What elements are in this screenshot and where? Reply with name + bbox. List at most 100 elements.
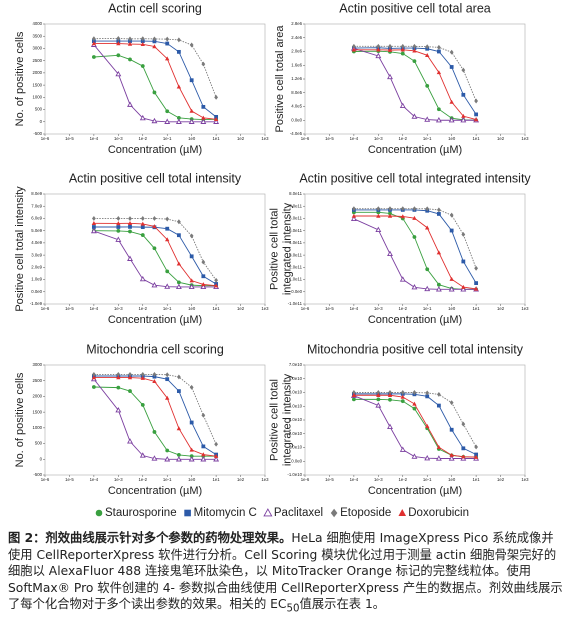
data-point [474, 444, 479, 450]
data-point [165, 56, 170, 61]
data-point [140, 233, 145, 237]
x-axis-label: Concentration (µM) [108, 144, 202, 156]
data-point [115, 70, 122, 77]
x-tick-label: 1e1 [213, 477, 221, 482]
legend-marker [398, 509, 407, 516]
y-tick-label: 500 [35, 441, 43, 446]
data-point [201, 412, 206, 418]
data-point [127, 255, 133, 261]
data-point [176, 374, 181, 380]
data-point [91, 36, 96, 42]
x-tick-label: 1e-3 [114, 477, 123, 482]
data-point [151, 281, 158, 288]
data-point [436, 44, 441, 50]
x-tick-label: 1e3 [521, 306, 529, 311]
data-point [387, 423, 393, 430]
data-point [128, 216, 132, 222]
series-line [93, 54, 217, 121]
data-point [176, 115, 181, 120]
y-tick-label: 4.0e11 [289, 240, 302, 245]
data-point [213, 117, 219, 122]
y-tick-label: 8.0e5 [291, 90, 302, 95]
data-point [116, 215, 121, 221]
x-axis-label: Concentration (µM) [108, 314, 202, 326]
data-point [474, 98, 479, 104]
data-point [201, 444, 206, 449]
data-point [473, 117, 479, 122]
data-point [436, 207, 441, 213]
data-point [140, 215, 145, 221]
data-point [140, 375, 145, 380]
data-point [400, 390, 405, 395]
x-tick-label: 1e0 [448, 477, 456, 482]
data-point [213, 118, 220, 124]
series-line [93, 377, 217, 457]
data-point [412, 48, 417, 53]
data-point [116, 41, 121, 46]
data-point [116, 53, 121, 58]
y-tick-label: 3.0e10 [289, 417, 303, 422]
y-tick-label: 500 [35, 107, 43, 112]
data-point [449, 228, 454, 233]
data-point [116, 385, 121, 390]
data-point [351, 206, 356, 212]
x-tick-label: 1e-6 [41, 477, 50, 482]
data-point [152, 379, 157, 384]
data-point [152, 371, 157, 377]
series-line [353, 211, 477, 290]
data-point [351, 397, 356, 402]
y-tick-label: -1.0e11 [288, 301, 303, 306]
data-point [351, 43, 356, 49]
series-line [93, 44, 217, 123]
series-line [353, 50, 477, 121]
data-point [201, 104, 206, 109]
x-tick-label: 1e-1 [163, 136, 172, 141]
data-point [387, 392, 393, 397]
y-tick-label: 4.0e10 [289, 403, 303, 408]
data-point [165, 36, 170, 42]
x-tick-label: 1e1 [213, 136, 221, 141]
data-point [436, 250, 442, 255]
data-point [189, 233, 194, 239]
y-tick-label: 3.0e9 [31, 252, 42, 257]
data-point [376, 392, 381, 397]
x-axis-label: Concentration (µM) [368, 314, 462, 326]
data-point [140, 403, 145, 407]
chart-title: Actin cell scoring [108, 1, 202, 15]
data-point [425, 390, 430, 396]
y-tick-label: 2.4e6 [291, 35, 302, 40]
series-line [353, 208, 477, 269]
x-tick-label: 1e0 [188, 136, 196, 141]
data-point [435, 117, 442, 123]
y-axis-label: Positive cell total intensity [14, 186, 26, 312]
y-axis-label: integrated intensity [281, 202, 293, 295]
plot-frame [44, 364, 266, 476]
series-line [93, 378, 217, 460]
data-point [127, 101, 133, 107]
data-point [176, 49, 181, 54]
data-point [165, 377, 170, 382]
x-tick-label: 1e3 [521, 477, 529, 482]
y-tick-label: 2.0e6 [291, 49, 302, 54]
x-axis-label: Concentration (µM) [108, 485, 202, 497]
x-tick-label: 1e0 [448, 136, 456, 141]
x-tick-label: 1e-1 [423, 136, 432, 141]
data-point [449, 427, 454, 432]
data-point [164, 118, 171, 124]
data-point [351, 213, 357, 218]
x-tick-label: 1e2 [497, 477, 505, 482]
data-point [176, 426, 182, 431]
y-tick-label: 4000 [32, 21, 42, 26]
data-point [412, 59, 417, 64]
data-point [411, 284, 418, 290]
data-point [425, 53, 430, 57]
y-tick-label: -500 [33, 472, 42, 477]
y-tick-label: 0 [40, 456, 43, 461]
data-point [461, 92, 466, 97]
x-tick-label: 1e3 [261, 306, 269, 311]
x-tick-label: 1e0 [188, 477, 196, 482]
x-tick-label: 1e-1 [423, 306, 432, 311]
data-point [165, 269, 170, 274]
data-point [165, 448, 170, 453]
data-point [400, 214, 405, 219]
